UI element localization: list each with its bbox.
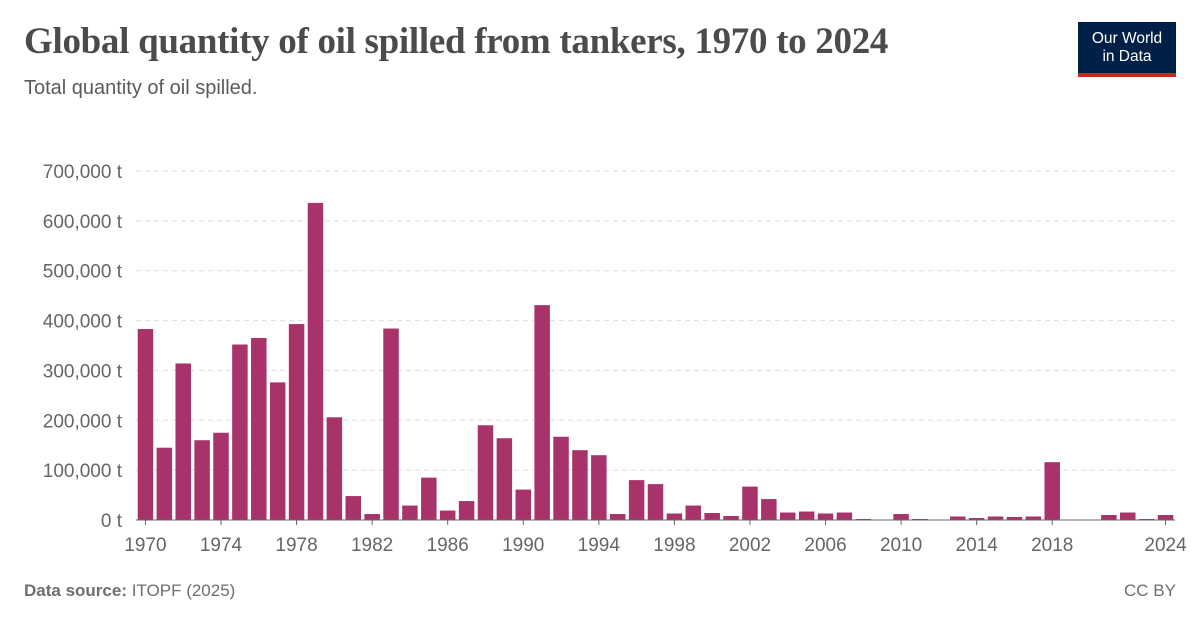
bar-1973: [194, 440, 210, 520]
x-tick-label: 1986: [427, 535, 469, 556]
bar-1976: [251, 338, 267, 520]
x-tick-label: 1998: [653, 535, 695, 556]
y-tick-label: 600,000 t: [43, 212, 123, 233]
bar-1970: [137, 329, 154, 520]
bar-2003: [761, 499, 777, 520]
bar-1991: [534, 305, 550, 520]
bar-2017: [1025, 516, 1042, 520]
bar-2014: [968, 518, 985, 520]
bar-1994: [591, 455, 607, 520]
bar-1999: [685, 505, 702, 520]
bar-1993: [572, 450, 588, 520]
y-tick-label: 300,000 t: [43, 361, 123, 382]
bar-2002: [742, 486, 758, 520]
bar-1980: [326, 417, 343, 520]
x-tick-label: 2018: [1031, 535, 1073, 556]
bar-1978: [288, 324, 305, 520]
bar-1995: [609, 514, 626, 520]
bar-1984: [402, 505, 418, 520]
x-tick-label: 2024: [1144, 535, 1187, 556]
data-source: Data source: ITOPF (2025): [24, 581, 235, 601]
logo-line-1: Our World: [1091, 29, 1163, 47]
x-tick-label: 1982: [351, 535, 393, 556]
bar-2001: [723, 516, 739, 520]
bar-2006: [817, 513, 834, 520]
x-tick-label: 2006: [804, 535, 846, 556]
bar-1985: [421, 477, 437, 520]
bar-1997: [647, 484, 664, 520]
bar-2013: [950, 516, 966, 520]
bar-2004: [779, 512, 796, 520]
y-tick-label: 700,000 t: [43, 162, 123, 183]
bar-2010: [893, 514, 909, 520]
x-tick-label: 2010: [880, 535, 922, 556]
bar-1981: [345, 496, 361, 520]
bar-1989: [496, 438, 513, 520]
bar-2022: [1120, 512, 1136, 520]
bar-1975: [232, 344, 248, 520]
bar-1996: [628, 480, 645, 520]
bar-2005: [798, 511, 815, 520]
x-tick-label: 1990: [502, 535, 544, 556]
bar-2018: [1044, 462, 1060, 520]
y-tick-label: 500,000 t: [43, 262, 123, 283]
data-source-label: Data source:: [24, 581, 127, 600]
logo-line-2: in Data: [1102, 47, 1152, 65]
bar-1983: [383, 328, 399, 520]
bar-1974: [213, 432, 229, 520]
y-tick-label: 400,000 t: [43, 312, 123, 333]
bar-2000: [704, 513, 720, 520]
bar-1998: [666, 513, 683, 520]
bar-chart: 0 t 100,000 t 200,000 t 300,000 t 400,000 t 5…: [43, 162, 1187, 556]
bar-1982: [364, 514, 380, 520]
x-tick-label: 1974: [200, 535, 243, 556]
bar-1972: [175, 363, 191, 520]
bar-1988: [477, 425, 494, 520]
bar-2021: [1101, 515, 1117, 520]
y-tick-label: 100,000 t: [43, 461, 123, 482]
bar-2015: [987, 516, 1004, 520]
x-tick-label: 1994: [578, 535, 621, 556]
bar-1977: [269, 382, 286, 520]
bar-1971: [156, 447, 173, 520]
x-tick-label: 1970: [124, 535, 166, 556]
data-source-value: ITOPF (2025): [131, 581, 236, 600]
bar-1990: [515, 489, 532, 520]
license-link[interactable]: CC BY: [1124, 581, 1176, 600]
bar-2024: [1157, 515, 1174, 520]
bar-1987: [458, 501, 475, 520]
y-tick-label: 0 t: [101, 511, 123, 532]
owid-logo[interactable]: Our World in Data: [1078, 22, 1176, 77]
bar-1992: [553, 436, 569, 520]
x-tick-label: 1978: [275, 535, 317, 556]
bar-2016: [1006, 517, 1023, 520]
chart-subtitle: Total quantity of oil spilled.: [24, 77, 258, 99]
y-tick-label: 200,000 t: [43, 411, 123, 432]
x-tick-label: 2014: [956, 535, 999, 556]
bar-1979: [307, 202, 324, 520]
x-tick-label: 2002: [729, 535, 771, 556]
bar-2007: [836, 512, 853, 520]
chart-title: Global quantity of oil spilled from tank…: [24, 21, 889, 62]
bar-1986: [439, 510, 456, 520]
